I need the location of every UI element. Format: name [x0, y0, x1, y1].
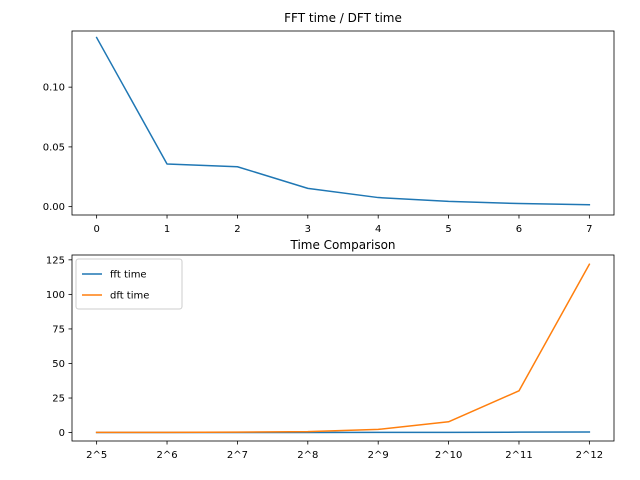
time-legend-label: fft time [110, 270, 147, 281]
time-legend-label: dft time [110, 291, 149, 302]
time-x-tick-label: 2^5 [86, 450, 107, 461]
time-x-tick-label: 2^8 [297, 450, 318, 461]
time-x-tick-label: 2^6 [156, 450, 177, 461]
ratio-axes-frame [71, 30, 615, 216]
ratio-x-tick-label: 6 [516, 224, 522, 235]
ratio-y-tick-label: 0.00 [43, 202, 65, 213]
ratio-x-tick-label: 0 [93, 224, 99, 235]
time-legend: fft time dft time [75, 258, 183, 310]
ratio-x-tick-label: 1 [164, 224, 170, 235]
ratio-x-tick-label: 5 [445, 224, 451, 235]
time-legend-box [75, 258, 183, 310]
ratio-y-tick-label: 0.05 [43, 142, 65, 153]
time-x-tick-label: 2^11 [505, 450, 532, 461]
time-x-tick-label: 2^12 [576, 450, 603, 461]
ratio-x-tick-label: 4 [375, 224, 381, 235]
time-y-tick-label: 50 [52, 359, 65, 370]
time-x-tick-label: 2^10 [435, 450, 462, 461]
time-y-tick-label: 0 [59, 428, 65, 439]
ratio-x-tick-label: 2 [234, 224, 240, 235]
time-chart-title: Time Comparison [289, 238, 395, 252]
ratio-x-tick-label: 7 [586, 224, 592, 235]
time-y-tick-label: 25 [52, 394, 65, 405]
time-x-tick-label: 2^9 [368, 450, 389, 461]
time-series-dft-time-line [95, 263, 591, 434]
ratio-x-tick-label: 3 [305, 224, 311, 235]
time-y-tick-label: 100 [46, 290, 65, 301]
ratio-y-tick-label: 0.10 [43, 83, 65, 94]
time-y-tick-label: 75 [52, 324, 65, 335]
time-comparison-chart: 2^5 2^6 2^7 2^8 2^9 2^10 2^11 2^12 0 25 50 75 100 125… [46, 238, 615, 461]
time-axes-frame [71, 254, 615, 442]
time-x-tick-label: 2^7 [227, 450, 248, 461]
ratio-chart-title: FFT time / DFT time [284, 11, 402, 25]
time-y-tick-label: 125 [46, 255, 65, 266]
ratio-series-0-line [95, 36, 591, 206]
ratio-chart: 0 1 2 3 4 5 6 7 0.00 0.05 0.10 FFT time / DFT time [43, 11, 615, 235]
